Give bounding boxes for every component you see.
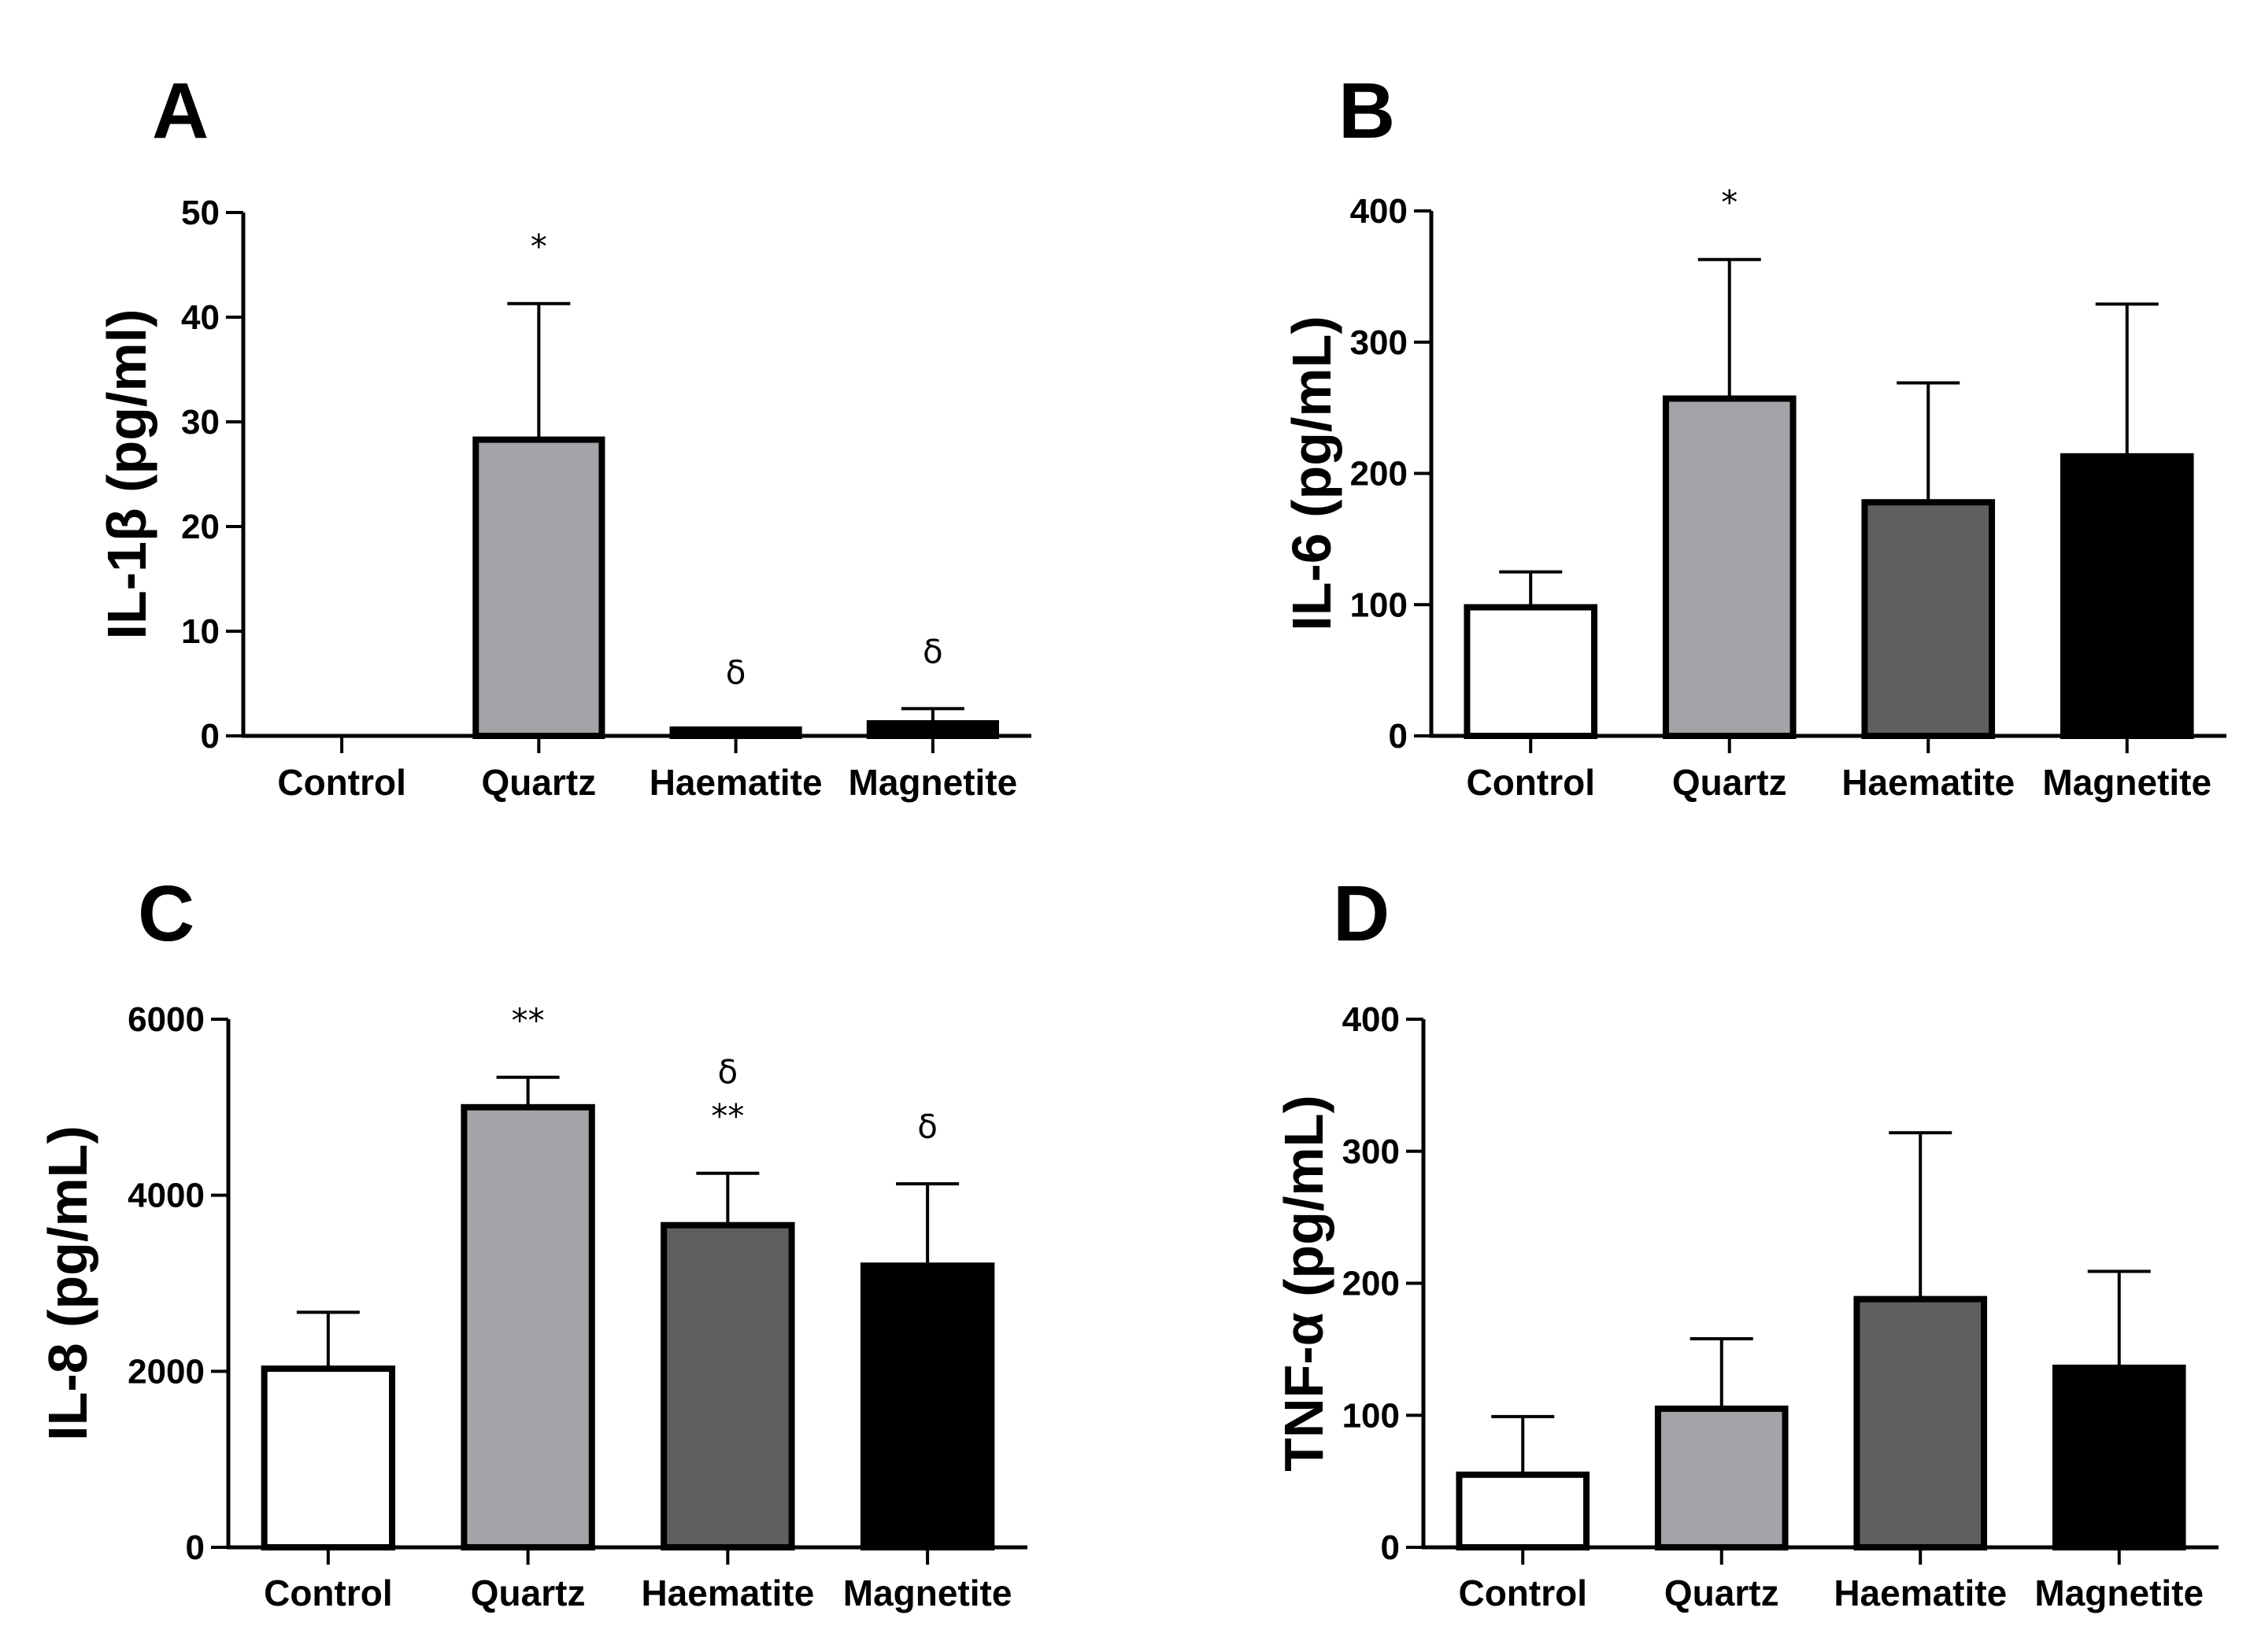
bar-control: [1464, 604, 1598, 740]
y-tick-label: 200: [1350, 455, 1408, 493]
category-label-magnetite: Magnetite: [843, 1573, 1012, 1613]
category-label-control: Control: [1458, 1573, 1587, 1613]
chart-panel-b: B 0 100 200 300 400 IL-6 (pg/mL) Control Quartz *…: [1281, 67, 2226, 803]
y-tick-label: 200: [1342, 1265, 1400, 1303]
bar-magnetite: [860, 1262, 995, 1550]
y-tick-label: 0: [201, 717, 220, 756]
significance-marker: *: [531, 227, 547, 266]
category-label-control: Control: [277, 762, 406, 803]
category-label-quartz: Quartz: [482, 762, 597, 803]
bar-magnetite: [2052, 1364, 2186, 1550]
bar-quartz: [472, 436, 605, 739]
bar-quartz: [461, 1103, 595, 1551]
category-label-magnetite: Magnetite: [2042, 762, 2211, 803]
category-label-control: Control: [1466, 762, 1595, 803]
chart-panel-a: A 0 10 20 30 40 50 IL-1β (pg/ml) Control Quartz * H…: [96, 67, 1031, 803]
category-label-control: Control: [264, 1573, 393, 1613]
bar-quartz: [1654, 1405, 1789, 1551]
category-label-quartz: Quartz: [471, 1573, 586, 1613]
significance-marker: δ: [718, 1053, 738, 1092]
y-tick-label: 400: [1350, 192, 1408, 231]
bar-magnetite: [866, 720, 999, 739]
category-label-haematite: Haematite: [1841, 762, 2015, 803]
y-tick-label: 100: [1342, 1396, 1400, 1435]
category-label-haematite: Haematite: [641, 1573, 814, 1613]
bar-control: [1456, 1471, 1590, 1551]
y-tick-label: 10: [181, 612, 220, 651]
panel-letter: D: [1333, 870, 1390, 958]
bar-magnetite: [2060, 453, 2194, 739]
bar-quartz: [1662, 395, 1797, 739]
bar-haematite: [661, 1221, 795, 1550]
y-tick-label: 0: [1381, 1528, 1400, 1567]
bar-control: [261, 1365, 396, 1551]
y-tick-label: 20: [181, 508, 220, 546]
category-label-haematite: Haematite: [650, 762, 823, 803]
y-tick-label: 0: [1389, 717, 1408, 756]
category-label-magnetite: Magnetite: [849, 762, 1018, 803]
y-tick-label: 4000: [128, 1177, 205, 1215]
panel-letter: C: [138, 870, 194, 958]
chart-panel-d: D 0 100 200 300 400 TNF-α (pg/mL) Control Quartz…: [1273, 870, 2219, 1613]
y-axis-title: TNF-α (pg/mL): [1273, 1095, 1334, 1471]
category-label-quartz: Quartz: [1672, 762, 1787, 803]
significance-marker: **: [512, 1001, 545, 1040]
y-tick-label: 30: [181, 403, 220, 442]
panel-letter: A: [152, 67, 209, 155]
y-tick-label: 100: [1350, 586, 1408, 624]
bar-haematite: [669, 726, 802, 740]
y-tick-label: 0: [186, 1528, 205, 1567]
significance-marker: δ: [726, 653, 746, 692]
category-label-magnetite: Magnetite: [2034, 1573, 2204, 1613]
y-axis-title: IL-6 (pg/mL): [1281, 316, 1342, 630]
y-tick-label: 300: [1342, 1133, 1400, 1171]
significance-marker: δ: [917, 1107, 938, 1146]
category-label-quartz: Quartz: [1664, 1573, 1779, 1613]
significance-marker: δ: [923, 632, 943, 671]
panel-letter: B: [1338, 67, 1395, 155]
y-axis-title: IL-1β (pg/ml): [96, 309, 157, 640]
y-tick-label: 2000: [128, 1352, 205, 1391]
bar-haematite: [1861, 499, 1996, 739]
bar-haematite: [1853, 1295, 1988, 1550]
significance-marker: **: [711, 1097, 744, 1136]
category-label-haematite: Haematite: [1834, 1573, 2007, 1613]
y-tick-label: 300: [1350, 323, 1408, 362]
y-tick-label: 50: [181, 194, 220, 232]
y-tick-label: 6000: [128, 1000, 205, 1039]
chart-panel-c: C 0 2000 4000 6000 IL-8 (pg/mL) Control Quartz *…: [37, 870, 1027, 1613]
y-tick-label: 400: [1342, 1000, 1400, 1039]
y-tick-label: 40: [181, 298, 220, 337]
significance-marker: *: [1721, 183, 1738, 222]
y-axis-title: IL-8 (pg/mL): [37, 1125, 98, 1440]
